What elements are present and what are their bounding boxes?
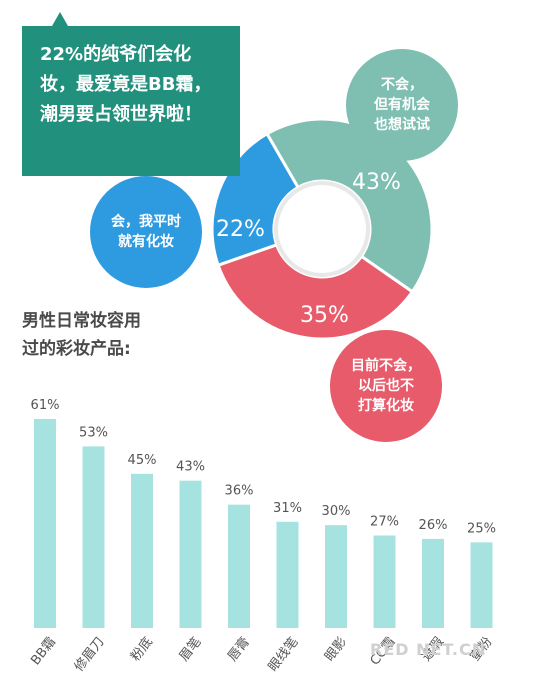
headline-callout: 22%的纯爷们会化妆，最爱竟是BB霜，潮男要占领世界啦！ (22, 26, 240, 176)
bar-value-label: 27% (370, 514, 399, 529)
bar-value-label: 43% (176, 460, 205, 475)
category-label: 眼影 (322, 635, 350, 665)
bubble-never: 目前不会， 以后也不 打算化妆 (330, 330, 442, 442)
bar (228, 504, 250, 628)
bubble-already-label: 会，我平时 就有化妆 (111, 214, 181, 250)
bar-value-label: 26% (419, 518, 448, 533)
bar (179, 480, 202, 628)
category-label: 唇膏 (224, 634, 253, 664)
bar-value-label: 30% (322, 504, 351, 519)
pct-maybe-try: 43% (352, 170, 401, 195)
bar-chart-title: 男性日常妆容用 过的彩妆产品: (22, 311, 141, 359)
pct-already: 22% (216, 217, 265, 242)
bar (34, 419, 56, 628)
bar-value-label: 31% (273, 501, 302, 516)
bar (276, 521, 299, 628)
bar (325, 525, 347, 628)
callout-pointer (52, 12, 68, 26)
bar-value-label: 25% (467, 521, 496, 536)
bubble-maybe-try: 不会， 但有机会 也想试试 (346, 49, 458, 161)
donut-hole (274, 181, 370, 277)
bar (131, 473, 153, 628)
watermark: RED NET.CN (370, 640, 487, 659)
category-label: 粉底 (127, 634, 156, 664)
bubble-already: 会，我平时 就有化妆 (90, 176, 202, 288)
bar (373, 535, 396, 628)
category-label: 眉笔 (176, 634, 205, 664)
category-label: BB霜 (28, 635, 59, 669)
bar-value-label: 45% (128, 453, 157, 468)
category-label: 修眉刀 (72, 635, 108, 675)
bubble-never-label: 目前不会， 以后也不 打算化妆 (351, 358, 421, 414)
bar (82, 446, 105, 628)
bar (470, 542, 493, 628)
bar-value-label: 53% (79, 425, 108, 440)
bar-value-label: 61% (31, 398, 60, 413)
bar-value-label: 36% (225, 484, 254, 499)
category-label: 眼线笔 (265, 634, 302, 675)
bar (422, 538, 444, 628)
headline-text: 22%的纯爷们会化妆，最爱竟是BB霜，潮男要占领世界啦！ (40, 44, 212, 125)
pct-never: 35% (300, 303, 349, 328)
bubble-maybe-try-label: 不会， 但有机会 也想试试 (374, 77, 430, 133)
